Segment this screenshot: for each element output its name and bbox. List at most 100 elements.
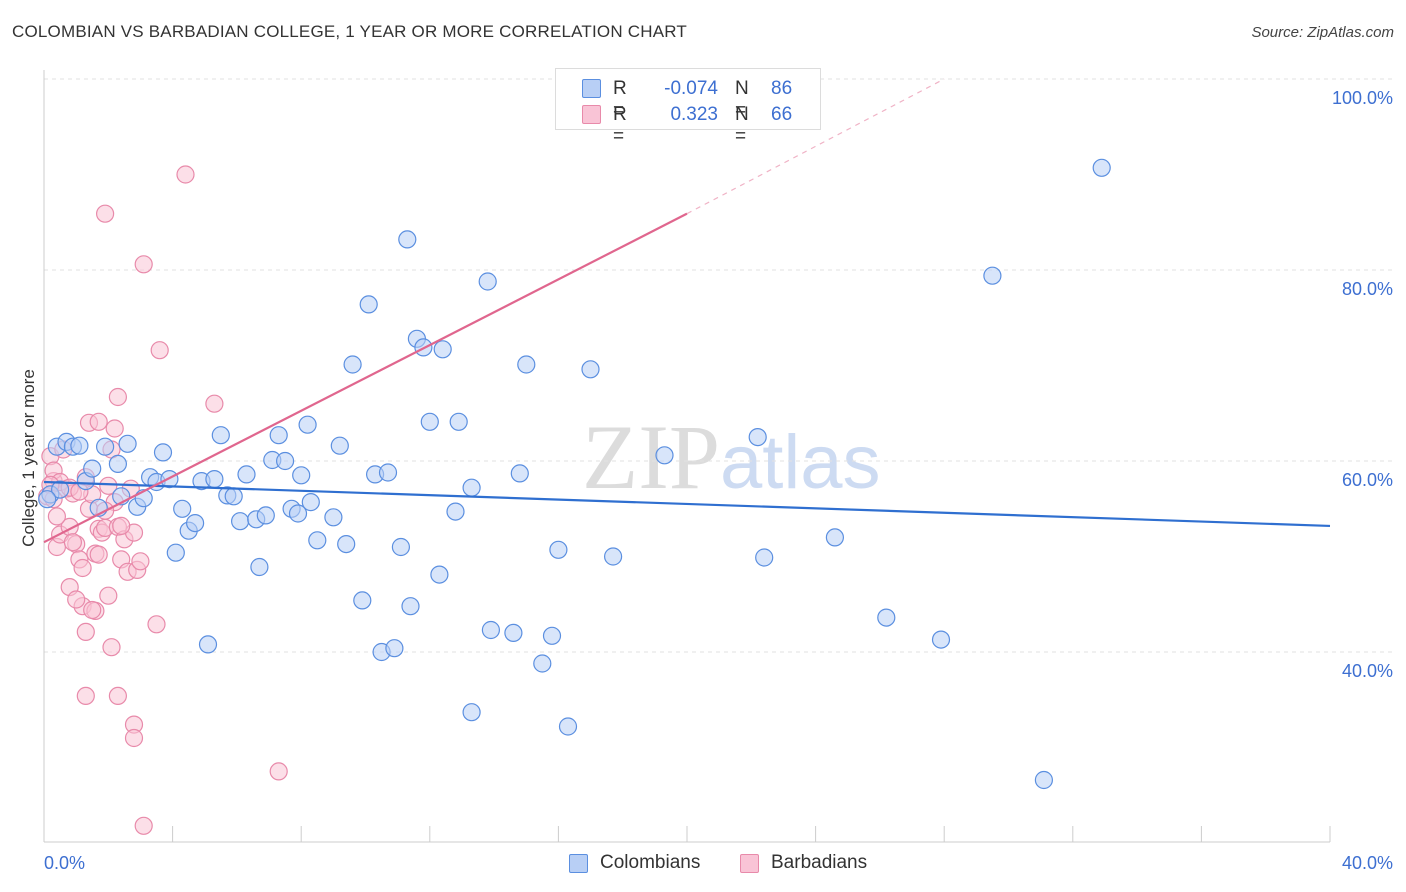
data-point-colombians — [481, 620, 500, 640]
data-point-colombians — [603, 547, 623, 566]
data-point-barbadians — [134, 255, 153, 274]
data-point-colombians — [211, 426, 230, 445]
x-tick-label: 40.0% — [1342, 853, 1393, 873]
data-point-colombians — [288, 504, 308, 523]
data-point-colombians — [70, 436, 89, 455]
data-point-barbadians — [63, 533, 83, 552]
legend: Colombians Barbadians — [0, 852, 1406, 876]
data-point-colombians — [237, 465, 256, 484]
legend-label-colombians: Colombians — [600, 852, 701, 873]
data-point-barbadians — [83, 600, 102, 620]
barbadians-legend-swatch — [740, 854, 759, 873]
data-point-colombians — [462, 478, 481, 497]
data-point-barbadians — [176, 165, 195, 184]
gridlines — [44, 78, 1394, 653]
data-point-colombians — [1092, 158, 1111, 177]
watermark-zip: ZIP — [582, 406, 720, 508]
source-credit: Source: ZipAtlas.com — [1251, 24, 1394, 41]
data-point-barbadians — [108, 387, 128, 407]
data-point-colombians — [433, 340, 452, 359]
data-point-colombians — [359, 295, 378, 314]
data-point-colombians — [510, 464, 529, 483]
y-tick-label: 80.0% — [1342, 279, 1393, 299]
data-point-colombians — [398, 230, 417, 249]
data-point-barbadians — [147, 615, 166, 634]
data-point-colombians — [877, 608, 896, 627]
data-point-colombians — [198, 635, 218, 654]
data-point-colombians — [748, 428, 767, 447]
data-point-barbadians — [102, 638, 121, 657]
data-point-colombians — [186, 513, 205, 533]
data-point-colombians — [301, 493, 320, 512]
data-point-colombians — [83, 459, 102, 478]
data-point-colombians — [983, 266, 1002, 285]
watermark-atlas: atlas — [720, 420, 881, 505]
data-point-colombians — [276, 451, 295, 471]
r-value: 0.323 — [670, 104, 718, 125]
data-point-barbadians — [99, 586, 118, 605]
data-point-barbadians — [73, 558, 92, 578]
data-point-colombians — [308, 531, 327, 550]
data-point-colombians — [353, 591, 372, 610]
data-point-colombians — [324, 508, 343, 527]
data-point-colombians — [166, 543, 185, 562]
data-point-colombians — [298, 415, 317, 434]
data-point-colombians — [655, 446, 674, 465]
data-point-colombians — [250, 557, 269, 577]
data-point-colombians — [118, 434, 137, 453]
data-point-colombians — [205, 470, 224, 489]
data-point-colombians — [50, 480, 70, 499]
data-point-colombians — [391, 537, 410, 557]
data-point-barbadians — [76, 686, 95, 706]
x-tick-label: 0.0% — [44, 853, 85, 873]
r-value: -0.074 — [664, 78, 718, 99]
data-point-colombians — [337, 534, 356, 554]
colombians-legend-swatch — [569, 854, 588, 873]
data-point-colombians — [462, 703, 481, 722]
data-point-colombians — [38, 490, 57, 509]
data-point-colombians — [95, 437, 115, 456]
data-point-barbadians — [131, 552, 150, 571]
data-point-barbadians — [112, 516, 131, 536]
r-label: R = — [613, 104, 627, 147]
data-point-colombians — [931, 630, 951, 649]
data-point-colombians — [446, 502, 465, 521]
data-point-colombians — [343, 355, 362, 374]
data-point-colombians — [1034, 770, 1054, 790]
colombians-points — [38, 158, 1111, 790]
barbadians-points — [38, 70, 671, 835]
data-point-colombians — [256, 506, 275, 525]
chart-title: COLOMBIAN VS BARBADIAN COLLEGE, 1 YEAR O… — [12, 22, 688, 41]
n-label: N = — [735, 78, 749, 121]
data-point-barbadians — [150, 341, 169, 360]
data-point-colombians — [401, 597, 420, 616]
n-value: 86 — [771, 78, 793, 99]
data-point-colombians — [385, 639, 404, 658]
data-point-barbadians — [89, 545, 108, 564]
data-point-colombians — [430, 565, 449, 584]
data-point-colombians — [549, 540, 568, 559]
data-point-colombians — [517, 355, 536, 374]
n-label: N = — [735, 104, 749, 147]
data-point-colombians — [504, 623, 523, 643]
data-point-colombians — [533, 654, 552, 673]
colombians-swatch — [582, 79, 601, 98]
tick-labels: 40.0% 60.0% 80.0% 100.0% 0.0% 40.0% — [44, 88, 1393, 873]
data-point-colombians — [542, 626, 562, 645]
data-point-barbadians — [108, 686, 128, 706]
data-point-colombians — [330, 436, 349, 455]
data-point-colombians — [292, 466, 311, 485]
data-point-colombians — [224, 487, 243, 506]
trend-extension-barbadians — [686, 78, 945, 215]
data-point-barbadians — [205, 394, 224, 413]
data-point-colombians — [378, 463, 398, 482]
data-point-colombians — [153, 443, 173, 462]
data-point-colombians — [420, 412, 439, 431]
y-tick-label: 60.0% — [1342, 470, 1393, 490]
data-point-colombians — [449, 412, 468, 431]
data-point-barbadians — [47, 507, 67, 526]
n-value: 66 — [771, 104, 793, 125]
data-point-barbadians — [105, 419, 124, 438]
data-point-colombians — [173, 499, 192, 518]
